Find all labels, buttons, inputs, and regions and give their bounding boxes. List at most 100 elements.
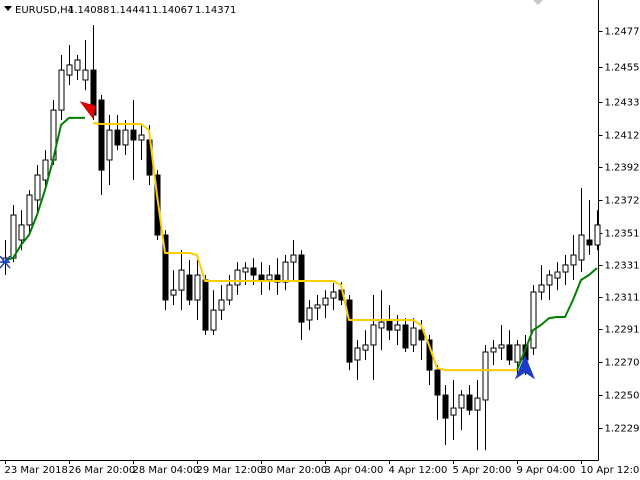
- candle-body: [346, 299, 353, 363]
- candle-body: [354, 347, 361, 361]
- candle-body: [34, 174, 41, 201]
- y-tick-label: 1.22705: [605, 358, 640, 369]
- candle-body: [298, 254, 305, 323]
- candle-body: [498, 344, 505, 349]
- y-tick-label: 1.23110: [605, 293, 640, 304]
- x-tick-label: 9 Apr 04:00: [517, 465, 576, 476]
- candle-body: [442, 394, 449, 419]
- y-tick-label: 1.22295: [605, 424, 640, 435]
- symbol-menu-arrow[interactable]: [4, 6, 12, 11]
- candle-body: [306, 307, 313, 321]
- candle-body: [122, 129, 129, 146]
- candle-body: [226, 284, 233, 301]
- candle-body: [402, 324, 409, 349]
- y-tick-label: 1.22910: [605, 325, 640, 336]
- y-tick-label: 1.24775: [605, 27, 640, 38]
- quote-close: 1.14371: [195, 5, 236, 16]
- y-tick-label: 1.23315: [605, 261, 640, 272]
- candle-body: [234, 269, 241, 286]
- y-tick-label: 1.24330: [605, 98, 640, 109]
- x-tick-label: 30 Mar 20:00: [261, 465, 328, 476]
- candle-body: [578, 234, 585, 261]
- candle-body: [258, 274, 265, 281]
- indicator-line: [4, 116, 598, 371]
- candle-body: [162, 234, 169, 301]
- candle-body: [506, 344, 513, 361]
- x-tick-label: 26 Mar 20:00: [69, 465, 136, 476]
- x-tick-label: 23 Mar 2018: [5, 465, 68, 476]
- candle-body: [186, 274, 193, 301]
- candle-body: [82, 69, 89, 81]
- x-tick-label: 28 Mar 04:00: [133, 465, 200, 476]
- signal-arrow: [514, 354, 536, 380]
- candle-body: [178, 269, 185, 291]
- candle-body: [210, 309, 217, 331]
- signal-arrow: [79, 101, 96, 120]
- candle-body: [554, 271, 561, 279]
- candle-body: [58, 69, 65, 111]
- quote-high: 1.14441: [110, 5, 151, 16]
- candle-body: [106, 129, 113, 161]
- candle-body: [266, 274, 273, 281]
- candle-body: [546, 274, 553, 286]
- x-tick-label: 3 Apr 04:00: [325, 465, 384, 476]
- candle-body: [434, 369, 441, 396]
- candle-body: [170, 289, 177, 296]
- x-tick-label: 4 Apr 12:00: [389, 465, 448, 476]
- candle-body: [482, 351, 489, 401]
- x-tick-label: 5 Apr 20:00: [453, 465, 512, 476]
- y-tick-label: 1.24550: [605, 63, 640, 74]
- candle-body: [594, 224, 601, 246]
- candle-body: [202, 279, 209, 331]
- candle-body: [410, 327, 417, 346]
- candle-body: [26, 194, 33, 226]
- candle-body: [66, 64, 73, 76]
- quote-low: 1.14067: [152, 5, 193, 16]
- y-tick-label: 1.24125: [605, 131, 640, 142]
- candle-body: [42, 159, 49, 181]
- x-tick-label: 10 Apr 12:00: [581, 465, 640, 476]
- candle-body: [138, 134, 145, 141]
- scroll-marker[interactable]: [533, 0, 543, 5]
- candle-body: [586, 239, 593, 246]
- candle-body: [194, 274, 201, 301]
- candle-body: [458, 394, 465, 409]
- candle-body: [98, 99, 105, 171]
- candle-body: [74, 59, 81, 71]
- candle-body: [370, 324, 377, 346]
- x-tick-label: 29 Mar 12:00: [197, 465, 264, 476]
- candle-body: [570, 254, 577, 266]
- candle-body: [490, 347, 497, 353]
- candle-body: [250, 267, 257, 276]
- candle-body: [314, 304, 321, 309]
- quote-open: 1.14088: [68, 5, 109, 16]
- candle-body: [386, 319, 393, 331]
- candle-body: [10, 214, 17, 259]
- candle-body: [362, 344, 369, 351]
- candle-body: [562, 264, 569, 273]
- candle-body: [378, 321, 385, 329]
- y-tick-label: 1.23925: [605, 163, 640, 174]
- signal-marker: [0, 255, 11, 269]
- candle-body: [474, 397, 481, 411]
- candle-body: [394, 324, 401, 331]
- candle-body: [530, 291, 537, 349]
- candle-body: [538, 284, 545, 293]
- candle-body: [450, 407, 457, 416]
- y-tick-label: 1.23720: [605, 196, 640, 207]
- candle-body: [274, 274, 281, 283]
- candle-body: [466, 394, 473, 411]
- candle-body: [514, 344, 521, 363]
- candle-body: [322, 297, 329, 306]
- candle-body: [18, 224, 25, 241]
- candle-body: [290, 254, 297, 263]
- candle-body: [282, 261, 289, 283]
- candle-body: [330, 291, 337, 299]
- candle-body: [218, 299, 225, 311]
- y-tick-label: 1.22500: [605, 391, 640, 402]
- symbol-label: EURUSD,H4: [15, 5, 74, 16]
- indicator-line: [92, 122, 517, 372]
